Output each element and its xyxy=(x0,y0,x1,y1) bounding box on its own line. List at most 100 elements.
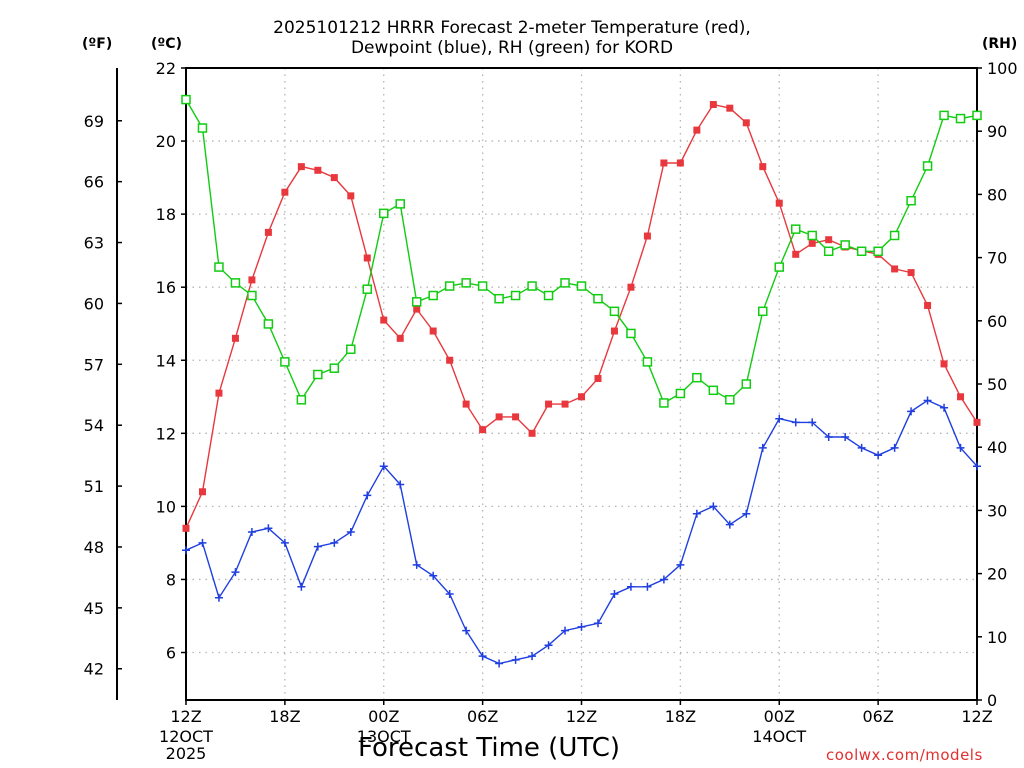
data-point xyxy=(626,328,636,339)
data-point xyxy=(578,393,585,401)
x-tick-sublabel: 2025 xyxy=(166,744,207,763)
data-point xyxy=(510,290,521,301)
chart-title-line1: 2025101212 HRRR Forecast 2-meter Tempera… xyxy=(273,18,751,38)
data-point xyxy=(444,281,455,291)
data-point xyxy=(495,413,503,421)
data-point xyxy=(280,538,289,547)
data-point xyxy=(874,451,883,460)
data-point xyxy=(429,571,438,580)
data-point xyxy=(477,281,488,291)
data-point xyxy=(363,491,372,500)
data-point xyxy=(741,379,752,389)
data-point xyxy=(379,208,389,219)
data-point xyxy=(479,426,487,434)
data-point xyxy=(758,443,767,452)
data-point xyxy=(543,290,554,301)
data-point xyxy=(692,509,701,518)
rh-tick-label: 30 xyxy=(987,501,1007,520)
data-point xyxy=(957,393,965,401)
data-point xyxy=(214,593,223,602)
celsius-tick-label: 16 xyxy=(156,278,176,297)
data-point xyxy=(198,488,206,496)
data-point xyxy=(907,407,916,416)
data-point xyxy=(956,443,965,452)
data-point xyxy=(792,250,800,258)
data-point xyxy=(182,524,190,532)
fahrenheit-tick-label: 69 xyxy=(84,112,104,131)
data-point xyxy=(890,443,899,452)
data-point xyxy=(627,283,635,291)
data-point xyxy=(561,400,569,408)
data-point xyxy=(362,284,373,294)
data-point xyxy=(907,269,915,277)
data-point xyxy=(659,575,668,584)
chart-title-line2: Dewpoint (blue), RH (green) for KORD xyxy=(350,38,674,58)
fahrenheit-tick-label: 51 xyxy=(84,477,104,496)
data-point xyxy=(726,104,734,112)
data-point xyxy=(642,357,653,367)
data-point xyxy=(313,369,323,380)
data-point xyxy=(758,306,768,317)
source-credit: coolwx.com/models xyxy=(826,746,983,764)
data-point xyxy=(939,110,949,121)
data-point xyxy=(462,626,471,635)
data-point xyxy=(643,232,651,240)
data-point xyxy=(675,388,686,399)
data-point xyxy=(297,163,305,171)
rh-tick-label: 50 xyxy=(987,375,1007,394)
rh-tick-label: 60 xyxy=(987,312,1007,331)
x-tick-label: 12Z xyxy=(566,707,597,726)
data-point xyxy=(891,265,899,273)
data-point xyxy=(594,375,602,383)
data-point xyxy=(808,239,816,247)
rh-tick-label: 0 xyxy=(987,691,997,710)
plot-frame xyxy=(185,67,978,701)
data-point xyxy=(527,281,537,291)
fahrenheit-tick-label: 54 xyxy=(84,416,104,435)
celsius-tick-label: 18 xyxy=(156,205,176,224)
x-tick-sublabel: 13OCT xyxy=(357,727,411,746)
data-point xyxy=(807,230,817,241)
x-tick-label: 00Z xyxy=(764,707,795,726)
fahrenheit-tick-label: 66 xyxy=(84,173,104,192)
data-point xyxy=(742,509,751,518)
data-point xyxy=(841,432,850,441)
data-point xyxy=(676,159,684,167)
data-point xyxy=(363,254,371,262)
data-point xyxy=(709,101,717,109)
x-axis-title: Forecast Time (UTC) xyxy=(358,733,621,763)
data-point xyxy=(973,462,981,471)
x-tick-label: 00Z xyxy=(368,707,399,726)
x-tick-sublabel: 14OCT xyxy=(752,727,806,746)
data-point xyxy=(922,161,933,171)
data-point xyxy=(725,395,735,405)
series-dewpoint xyxy=(182,396,981,668)
data-point xyxy=(643,582,652,591)
data-point xyxy=(330,174,338,182)
data-point xyxy=(296,395,307,405)
data-point xyxy=(610,327,618,335)
data-point xyxy=(314,166,322,174)
data-point xyxy=(857,443,866,452)
data-point xyxy=(215,389,223,397)
data-point xyxy=(231,334,239,342)
data-point xyxy=(297,582,306,591)
series-rh xyxy=(181,94,982,408)
data-point xyxy=(428,290,438,301)
data-point xyxy=(248,276,256,284)
celsius-tick-label: 6 xyxy=(166,644,176,663)
data-point xyxy=(247,527,256,536)
data-point xyxy=(955,113,966,124)
data-point xyxy=(972,110,982,121)
data-point xyxy=(759,163,767,171)
fahrenheit-tick-label: 63 xyxy=(84,234,104,253)
data-point xyxy=(593,619,602,628)
celsius-tick-label: 14 xyxy=(156,351,176,370)
data-point xyxy=(411,297,422,307)
data-point xyxy=(395,199,405,209)
data-point xyxy=(560,278,570,288)
data-point xyxy=(824,432,833,441)
rh-tick-label: 90 xyxy=(987,122,1007,141)
celsius-tick-label: 8 xyxy=(166,570,176,589)
